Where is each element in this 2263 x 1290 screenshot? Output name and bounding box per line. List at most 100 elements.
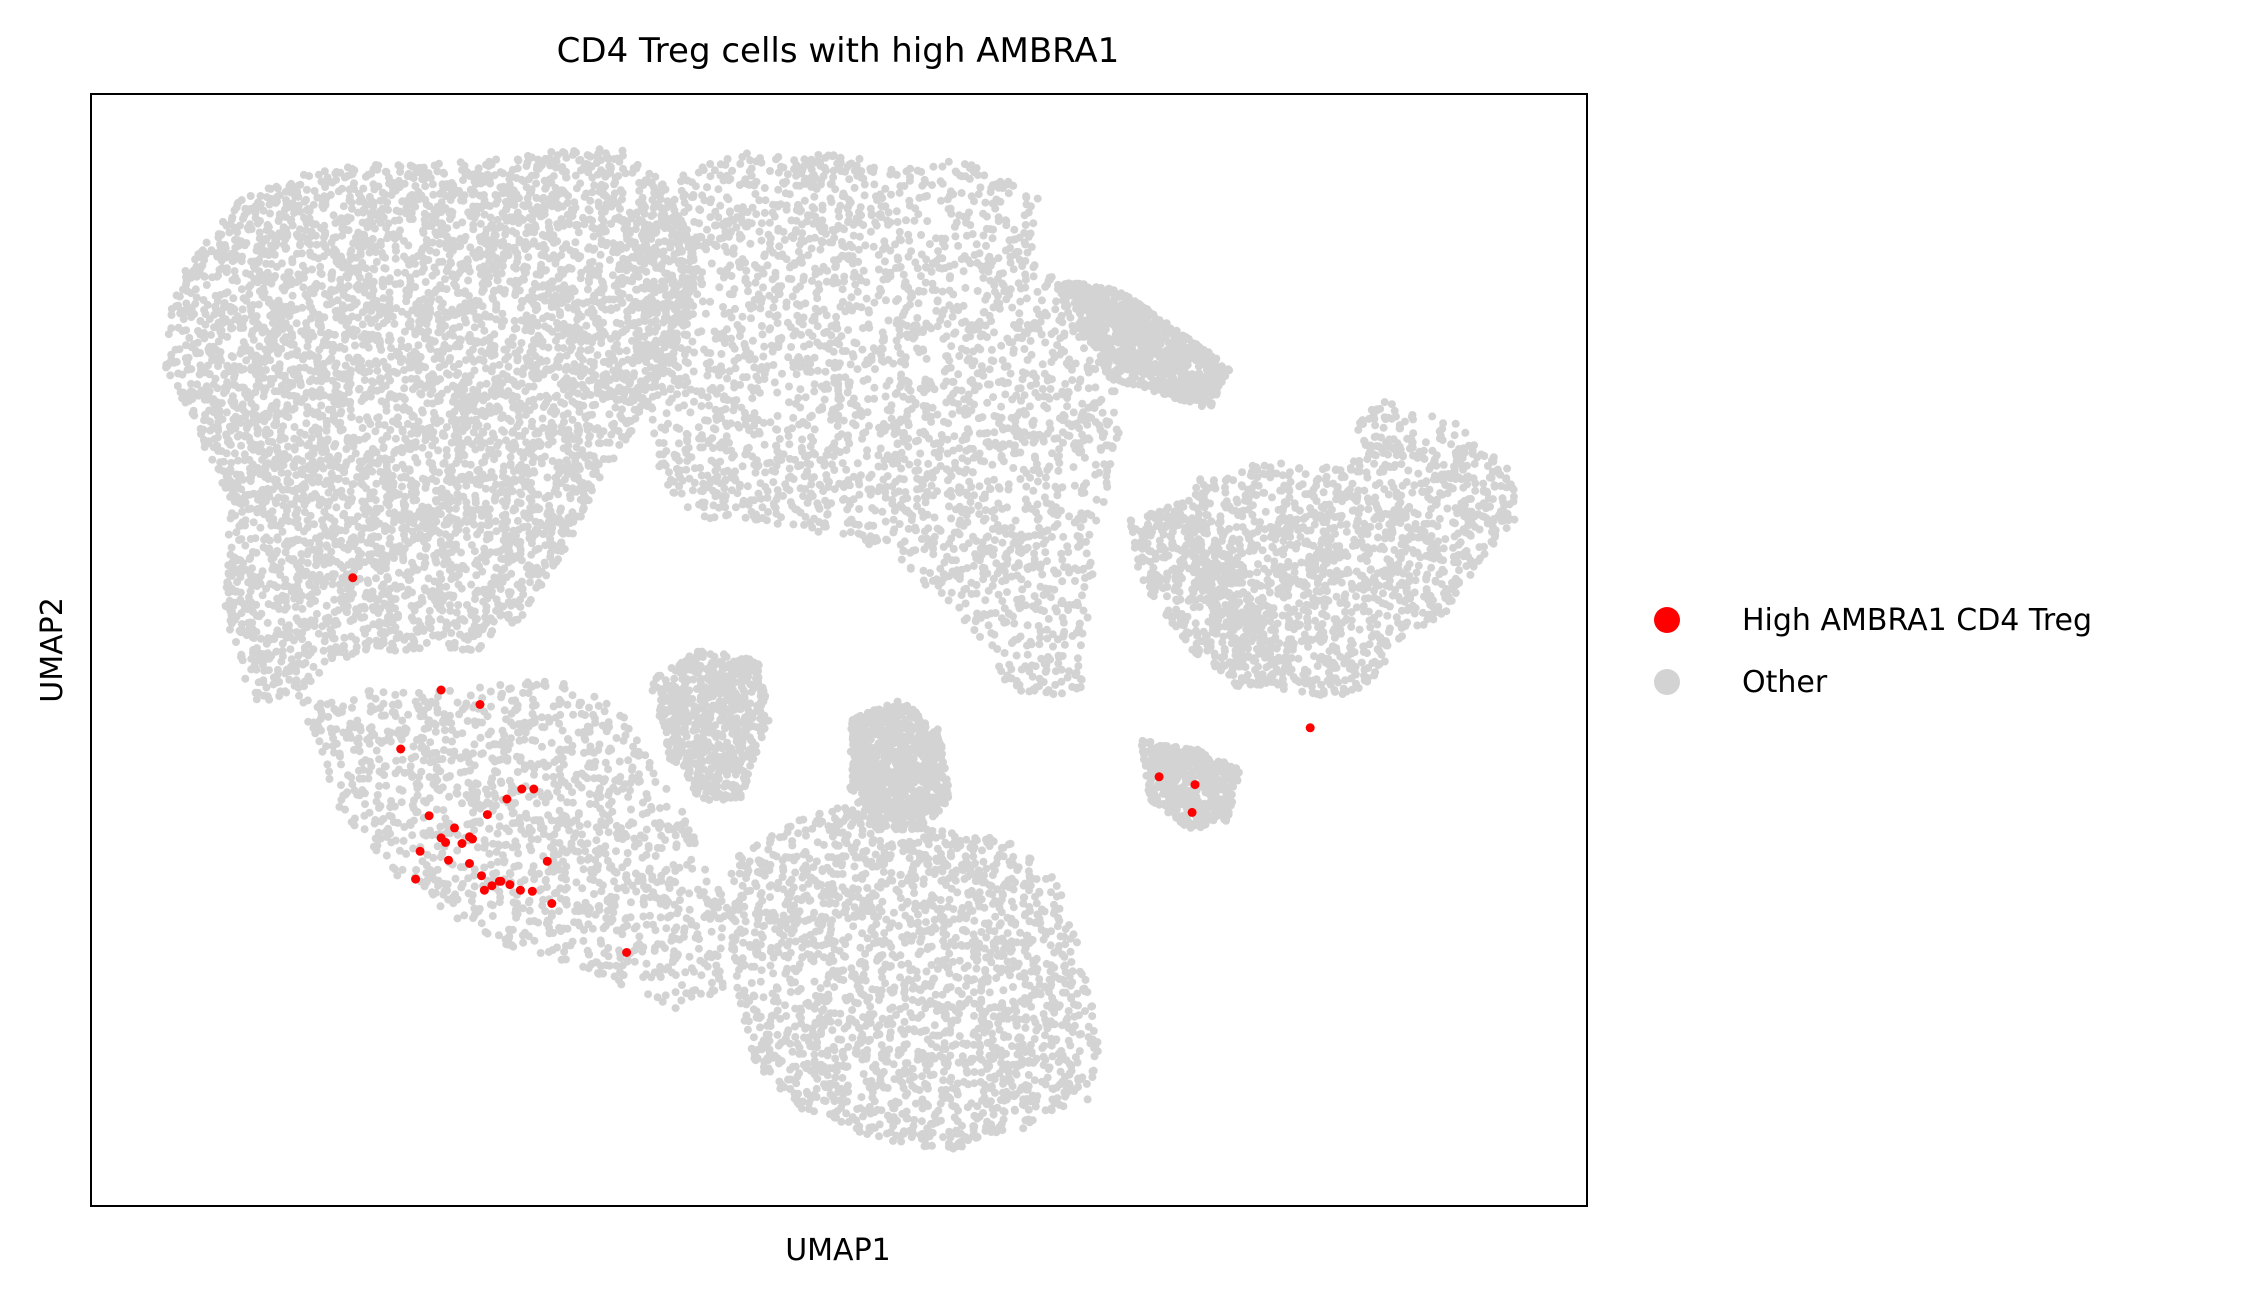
other-cell-point — [355, 361, 364, 370]
other-cell-point — [322, 426, 331, 435]
other-cell-point — [298, 270, 307, 279]
other-cell-point — [472, 571, 481, 580]
other-cell-point — [362, 303, 371, 312]
other-cell-point — [651, 316, 660, 325]
other-cell-point — [242, 239, 251, 248]
other-cell-point — [613, 280, 622, 289]
other-cell-point — [513, 155, 522, 164]
other-cell-point — [492, 315, 500, 324]
other-cell-point — [179, 285, 187, 294]
other-cell-point — [183, 358, 192, 367]
other-cell-point — [406, 322, 415, 331]
other-cell-point — [542, 571, 551, 580]
other-cell-point — [382, 363, 391, 372]
other-cell-point — [228, 392, 237, 401]
other-cell-point — [515, 418, 524, 427]
other-cell-point — [523, 158, 532, 167]
other-cell-point — [209, 423, 218, 432]
other-cell-point — [379, 444, 388, 453]
other-cell-point — [261, 497, 270, 506]
other-cell-point — [442, 181, 451, 190]
other-cell-point — [421, 553, 430, 562]
other-cell-point — [229, 562, 237, 571]
other-cell-point — [513, 258, 521, 267]
other-cell-point — [246, 348, 255, 357]
other-cell-point — [419, 228, 428, 237]
other-cell-point — [409, 412, 418, 421]
other-cell-point — [381, 381, 390, 390]
other-cell-point — [568, 415, 577, 424]
other-cell-point — [432, 558, 441, 567]
other-cell-point — [480, 439, 489, 448]
other-cell-point — [392, 634, 401, 642]
other-cell-point — [527, 171, 536, 180]
other-cell-point — [406, 481, 415, 490]
other-cell-point — [404, 169, 413, 178]
other-cell-point — [632, 353, 641, 362]
other-cell-point — [246, 618, 255, 627]
other-cell-point — [459, 408, 468, 417]
other-cell-point — [296, 225, 304, 234]
other-cell-point — [542, 356, 551, 365]
other-cell-point — [279, 422, 288, 431]
other-cell-point — [450, 279, 459, 288]
other-cell-point — [485, 174, 494, 183]
other-cell-point — [584, 439, 593, 448]
other-cell-point — [522, 438, 531, 447]
other-cell-point — [559, 411, 568, 420]
other-cell-point — [463, 168, 472, 177]
other-cell-point — [478, 201, 487, 210]
other-cell-point — [232, 638, 240, 646]
other-cell-point — [522, 311, 531, 320]
other-cell-point — [414, 617, 423, 626]
other-cell-point — [382, 457, 391, 466]
other-cell-point — [272, 406, 280, 415]
other-cell-point — [306, 366, 314, 375]
other-cell-point — [409, 439, 418, 448]
other-cell-point — [534, 490, 543, 499]
other-cell-point — [380, 264, 389, 273]
other-cell-point — [261, 327, 270, 336]
other-cell-point — [442, 515, 451, 524]
other-cell-point — [422, 236, 431, 244]
other-cell-point — [491, 407, 500, 416]
other-cell-point — [339, 202, 348, 211]
other-cell-point — [508, 227, 517, 236]
other-cell-point — [605, 350, 614, 359]
other-cell-point — [338, 231, 347, 240]
other-cell-point — [589, 245, 598, 254]
other-cell-point — [575, 156, 584, 165]
other-cell-point — [330, 595, 339, 604]
other-cell-point — [540, 251, 549, 260]
other-cell-point — [207, 246, 216, 255]
other-cell-point — [518, 298, 527, 307]
other-cell-point — [302, 195, 310, 204]
other-cell-point — [588, 401, 597, 410]
other-cell-point — [360, 604, 369, 613]
other-cell-point — [563, 198, 572, 207]
other-cell-point — [337, 486, 346, 495]
other-cell-point — [447, 259, 455, 268]
other-cell-point — [352, 559, 361, 567]
other-cell-point — [566, 494, 575, 503]
other-cell-point — [547, 418, 556, 427]
other-cell-point — [503, 375, 512, 383]
other-cell-point — [354, 280, 363, 289]
other-cell-point — [442, 267, 451, 276]
other-cell-point — [391, 646, 400, 655]
other-cell-point — [436, 539, 445, 548]
other-cell-point — [278, 639, 287, 648]
other-cell-point — [261, 655, 270, 664]
other-cell-point — [405, 215, 414, 224]
other-cell-point — [562, 456, 571, 465]
other-cell-point — [332, 257, 341, 266]
other-cell-point — [607, 334, 615, 343]
other-cell-point — [266, 375, 275, 383]
other-cell-point — [592, 319, 600, 327]
other-cell-point — [396, 226, 404, 235]
other-cell-point — [200, 249, 208, 258]
other-cell-point — [554, 343, 563, 352]
other-cell-point — [448, 397, 457, 406]
other-cell-point — [342, 445, 351, 453]
other-cell-point — [538, 414, 547, 423]
